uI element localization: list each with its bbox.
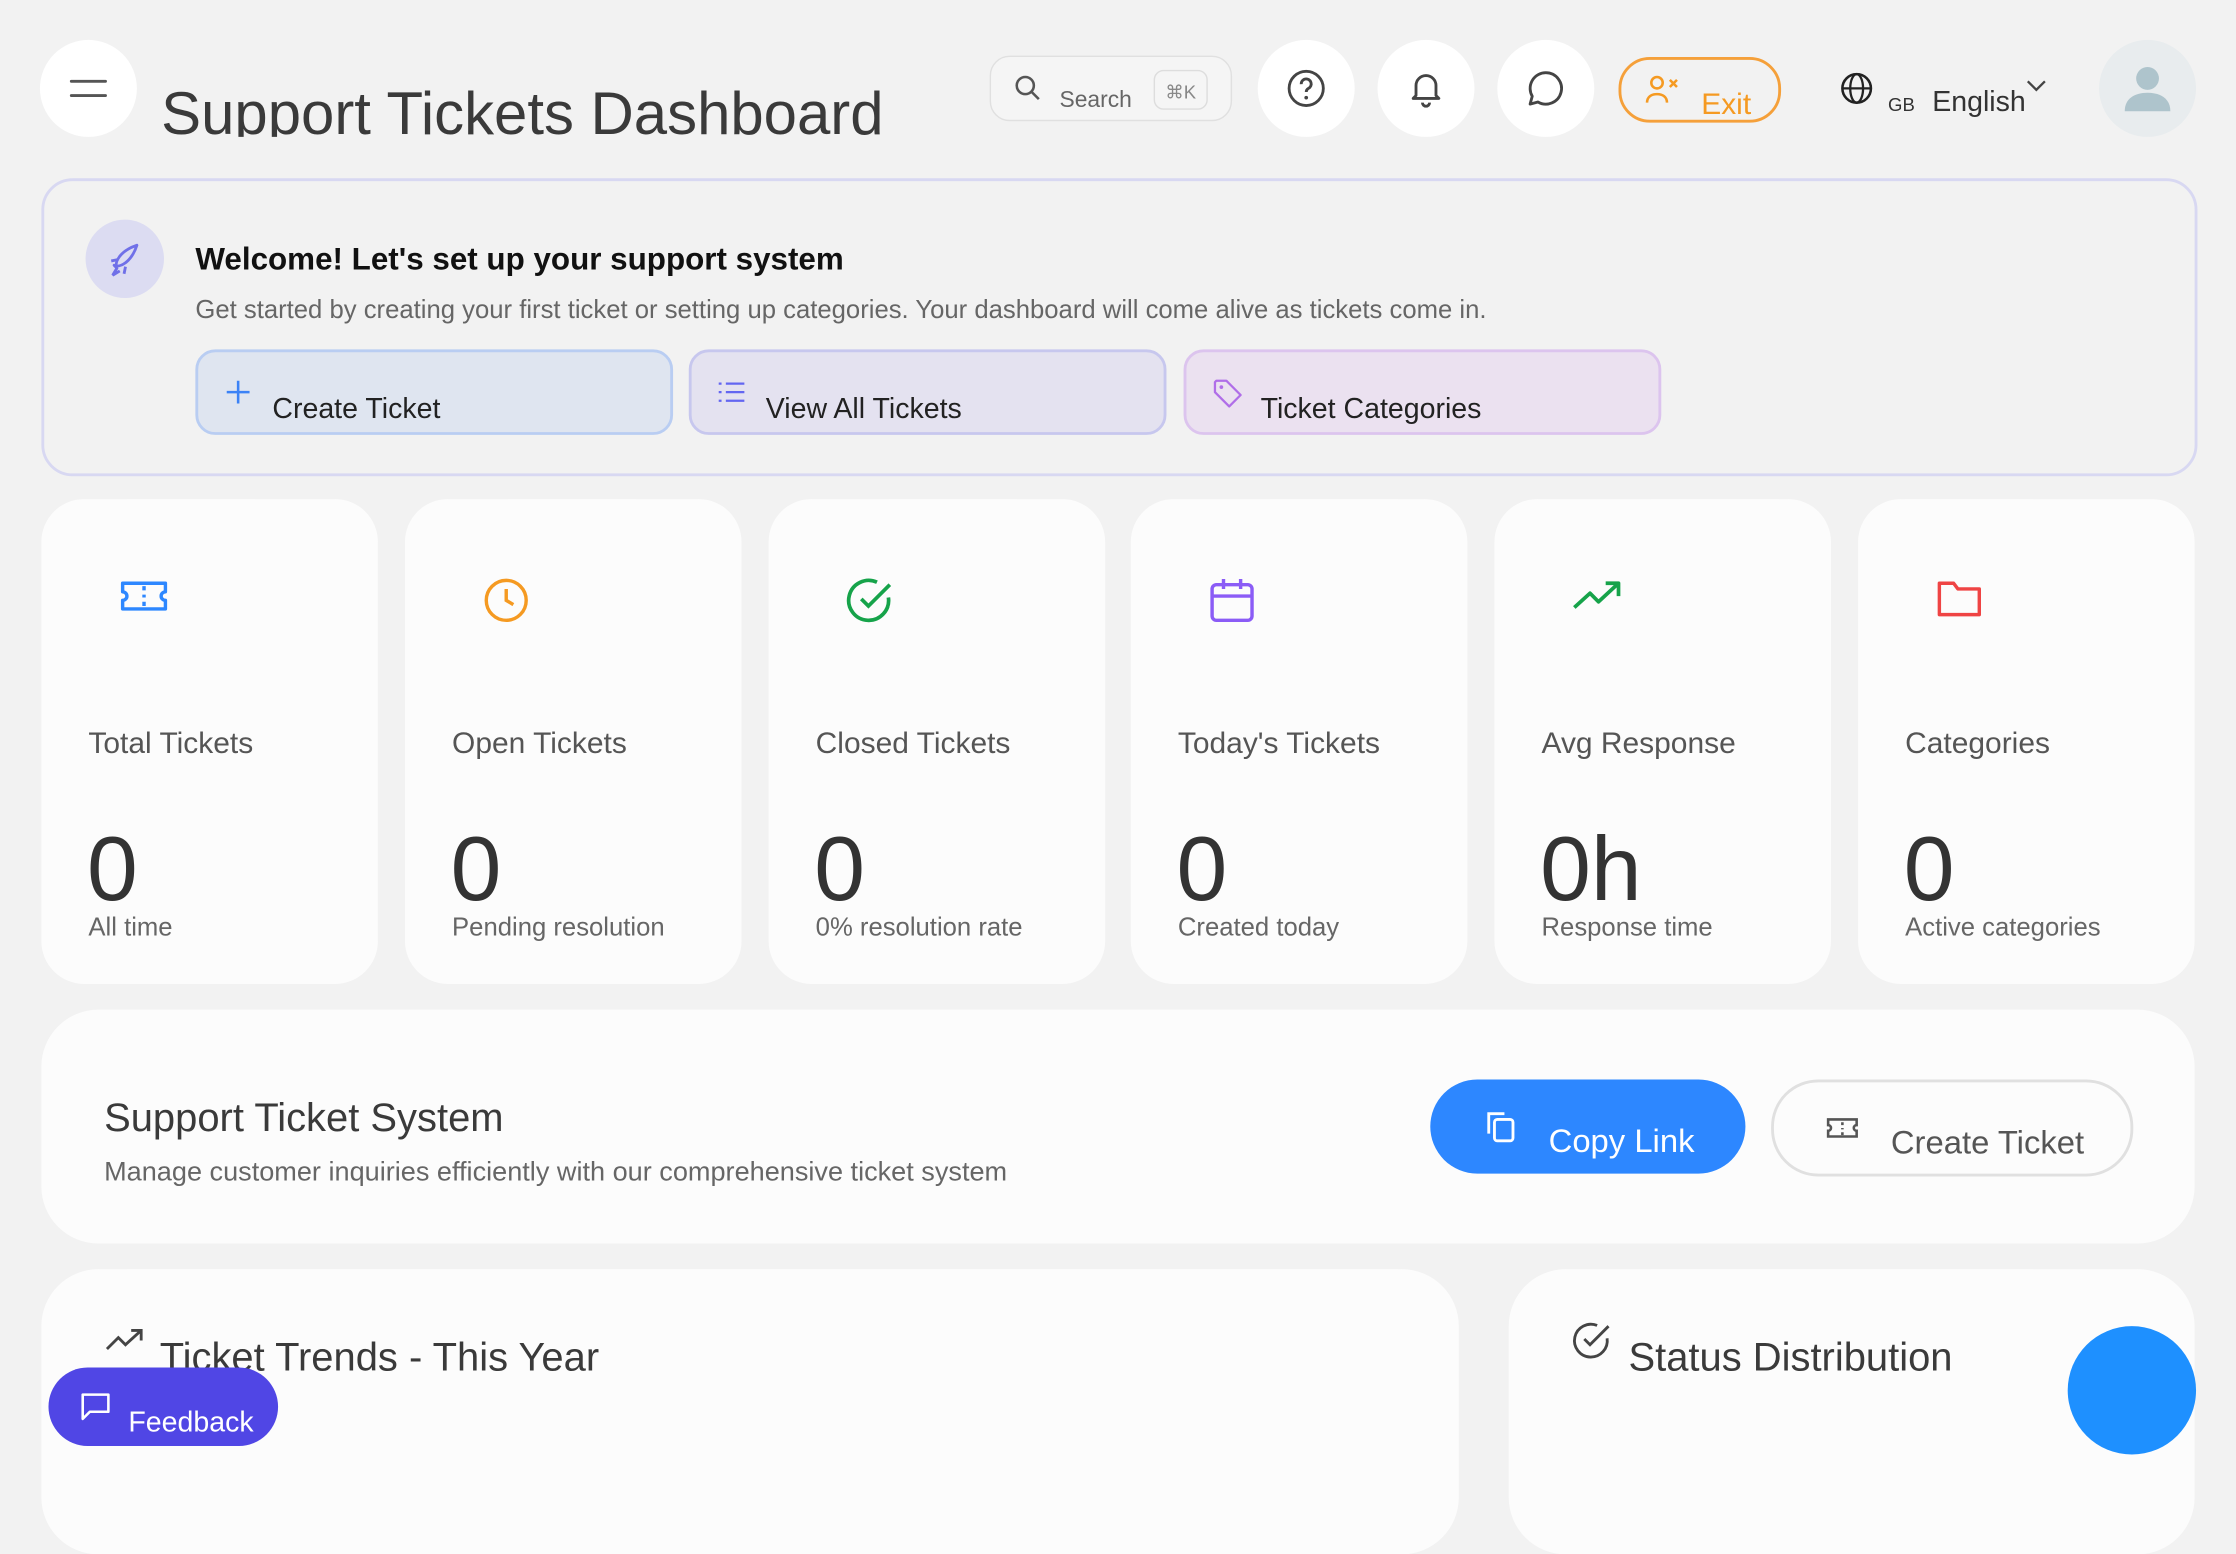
stat-value: 0: [1176, 817, 1228, 920]
help-icon: [1287, 69, 1325, 107]
stat-label: Closed Tickets: [815, 727, 1011, 761]
welcome-banner: Welcome! Let's set up your support syste…: [41, 178, 2198, 477]
chat-widget-button[interactable]: [2067, 1326, 2197, 1455]
stat-sub: Response time: [1541, 912, 1713, 942]
search-icon: [1015, 75, 1040, 101]
page-title: Support Tickets Dashboard: [161, 79, 884, 137]
help-button[interactable]: [1257, 39, 1355, 137]
stat-card-avg-response: Avg Response 0h Response time: [1494, 499, 1831, 984]
status-title: Status Distribution: [1628, 1334, 1953, 1379]
feedback-label: Feedback: [128, 1407, 254, 1439]
search-input[interactable]: Search ⌘K: [989, 55, 1233, 122]
button-label: Create Ticket: [272, 393, 441, 425]
stat-label: Total Tickets: [88, 727, 254, 761]
copy-link-label: Copy Link: [1548, 1122, 1695, 1160]
stat-card-categories: Categories 0 Active categories: [1858, 499, 2195, 984]
stat-value: 0: [450, 817, 502, 920]
ticket-icon: [120, 581, 168, 611]
stat-card-total-tickets: Total Tickets 0 All time: [41, 499, 378, 984]
exit-button[interactable]: Exit: [1618, 57, 1782, 123]
trending-up-icon: [1573, 581, 1621, 609]
copy-link-button[interactable]: Copy Link: [1430, 1079, 1746, 1174]
create-ticket-button[interactable]: Create Ticket: [1771, 1079, 2134, 1177]
stat-value: 0: [814, 817, 866, 920]
copy-icon: [1487, 1112, 1515, 1143]
check-circle-icon: [846, 578, 892, 623]
stat-sub: All time: [88, 912, 173, 942]
search-shortcut: ⌘K: [1153, 69, 1208, 110]
stat-label: Categories: [1905, 727, 2050, 761]
create-ticket-quick-button[interactable]: Create Ticket: [195, 349, 674, 435]
notifications-button[interactable]: [1377, 39, 1475, 137]
stat-label: Open Tickets: [452, 727, 627, 761]
view-all-tickets-button[interactable]: View All Tickets: [688, 349, 1167, 435]
message-square-icon: [81, 1393, 110, 1421]
plus-icon: [226, 380, 250, 404]
stat-card-closed-tickets: Closed Tickets 0 0% resolution rate: [768, 499, 1106, 984]
hamburger-icon: [69, 79, 107, 97]
folder-icon: [1937, 581, 1981, 617]
user-avatar-icon: [2124, 67, 2171, 112]
stat-sub: Pending resolution: [452, 912, 665, 942]
stat-value: 0h: [1540, 817, 1642, 920]
stat-value: 0: [86, 817, 138, 920]
ticket-icon: [1826, 1118, 1858, 1138]
button-label: Ticket Categories: [1260, 393, 1482, 425]
stat-sub: Created today: [1177, 912, 1340, 942]
support-system-panel: Support Ticket System Manage customer in…: [41, 1009, 2195, 1244]
tag-icon: [1213, 379, 1242, 408]
user-x-icon: [1645, 75, 1678, 103]
stat-card-todays-tickets: Today's Tickets 0 Created today: [1130, 499, 1468, 984]
stat-value: 0: [1903, 817, 1955, 920]
rocket-badge: [85, 219, 164, 299]
globe-icon: [1841, 72, 1873, 104]
stat-label: Avg Response: [1541, 727, 1736, 761]
feedback-button[interactable]: Feedback: [48, 1367, 279, 1446]
welcome-heading: Welcome! Let's set up your support syste…: [195, 240, 844, 277]
stat-sub: Active categories: [1905, 912, 2101, 942]
stat-label: Today's Tickets: [1177, 727, 1380, 761]
exit-label: Exit: [1701, 88, 1752, 122]
search-placeholder: Search: [1059, 88, 1132, 113]
calendar-icon: [1210, 578, 1254, 623]
list-icon: [718, 382, 745, 402]
chat-icon: [1528, 71, 1563, 106]
messages-button[interactable]: [1497, 39, 1595, 137]
bell-icon: [1411, 74, 1441, 108]
rocket-icon: [110, 243, 138, 276]
language-label: English: [1932, 86, 2026, 119]
check-circle-icon: [1573, 1322, 1610, 1359]
stat-sub: 0% resolution rate: [815, 912, 1023, 942]
ticket-categories-button[interactable]: Ticket Categories: [1183, 349, 1662, 435]
system-subtitle: Manage customer inquiries efficiently wi…: [104, 1157, 1008, 1188]
stat-card-open-tickets: Open Tickets 0 Pending resolution: [404, 499, 742, 984]
create-ticket-label: Create Ticket: [1890, 1123, 2085, 1161]
trending-up-icon: [105, 1329, 143, 1351]
avatar[interactable]: [2099, 39, 2197, 137]
welcome-subtitle: Get started by creating your first ticke…: [195, 295, 1487, 324]
system-title: Support Ticket System: [104, 1095, 504, 1140]
menu-button[interactable]: [39, 39, 137, 137]
language-flag: GB: [1888, 94, 1915, 116]
button-label: View All Tickets: [765, 393, 962, 425]
clock-icon: [484, 578, 528, 623]
chevron-down-icon: [2026, 80, 2046, 92]
